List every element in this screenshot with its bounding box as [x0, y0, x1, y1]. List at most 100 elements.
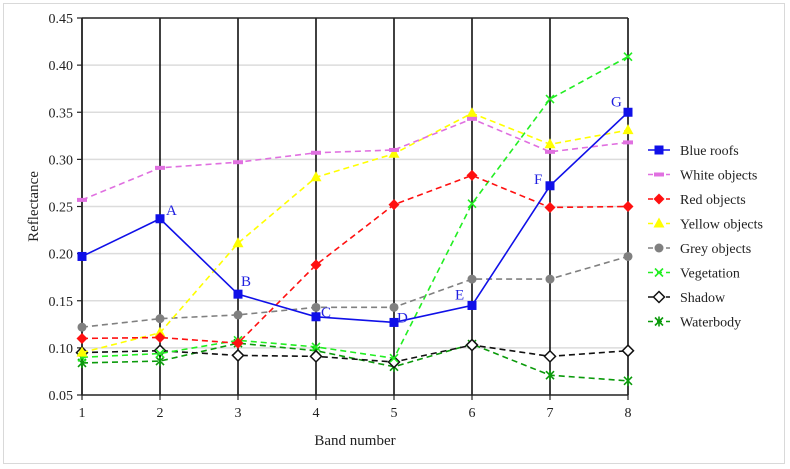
x-marker	[623, 52, 633, 62]
star-marker	[623, 375, 633, 386]
legend-item: Vegetation	[648, 267, 740, 282]
diamond-marker	[544, 201, 556, 213]
open-diamond-marker	[652, 290, 666, 304]
square-marker	[77, 251, 87, 261]
diamond-marker	[466, 169, 478, 181]
circle-marker	[233, 310, 243, 320]
x-axis-title: Band number	[314, 433, 395, 449]
legend-item: Blue roofs	[648, 144, 739, 159]
square-marker	[155, 214, 165, 224]
point-annotation: D	[397, 310, 408, 326]
triangle-marker	[76, 346, 88, 357]
x-marker	[654, 267, 664, 278]
legend-label: Shadow	[680, 291, 726, 306]
legend-item: Grey objects	[648, 242, 751, 257]
y-tick-label: 0.30	[49, 153, 74, 168]
point-annotation: A	[166, 203, 177, 219]
x-marker	[155, 348, 165, 359]
dash-marker	[311, 150, 321, 155]
legend-label: Grey objects	[680, 242, 751, 257]
square-marker	[233, 289, 243, 299]
circle-marker	[155, 314, 165, 324]
x-tick-label: 4	[313, 406, 320, 421]
series-line	[81, 174, 629, 344]
y-axis-title: Reflectance	[26, 171, 42, 242]
triangle-marker	[653, 217, 665, 228]
dash-marker	[77, 197, 87, 202]
x-tick-label: 2	[157, 406, 164, 421]
y-tick-label: 0.35	[49, 106, 74, 121]
star-marker	[654, 316, 664, 327]
legend-item: Red objects	[648, 193, 746, 208]
diamond-marker	[653, 193, 665, 205]
star-marker	[155, 356, 165, 367]
x-marker	[467, 199, 477, 209]
y-tick-label: 0.20	[49, 248, 74, 263]
open-diamond-marker	[309, 349, 323, 363]
series-yellow-objects	[76, 107, 634, 357]
series-line	[81, 342, 629, 382]
dash-marker	[545, 149, 555, 154]
legend-label: Waterbody	[680, 316, 741, 331]
legend-label: Blue roofs	[680, 144, 739, 159]
legend-item: Shadow	[648, 290, 726, 306]
point-annotation: C	[321, 305, 331, 321]
point-annotation: G	[611, 94, 622, 110]
open-diamond-marker	[387, 355, 401, 369]
y-tick-label: 0.45	[49, 12, 74, 27]
y-tick-label: 0.40	[49, 59, 74, 74]
legend-label: Red objects	[680, 193, 746, 208]
circle-marker	[467, 274, 477, 284]
dash-marker	[654, 172, 664, 177]
triangle-marker	[466, 107, 478, 118]
point-annotation: E	[455, 287, 464, 303]
square-marker	[311, 312, 321, 322]
series-line	[81, 117, 629, 201]
series-white-objects	[77, 116, 633, 202]
square-marker	[467, 300, 477, 310]
legend-item: Waterbody	[648, 316, 741, 331]
circle-marker	[389, 302, 399, 312]
diamond-marker	[76, 332, 88, 344]
diamond-marker	[622, 201, 634, 212]
x-marker	[311, 342, 321, 352]
y-tick-label: 0.25	[49, 201, 74, 216]
open-diamond-marker	[543, 349, 557, 363]
y-tick-label: 0.05	[49, 389, 74, 404]
triangle-marker	[388, 147, 400, 158]
x-tick-label: 7	[547, 406, 554, 421]
circle-marker	[545, 274, 555, 284]
x-marker	[389, 353, 399, 363]
diamond-marker	[310, 259, 322, 271]
diamond-marker	[154, 332, 166, 344]
open-diamond-marker	[231, 348, 245, 362]
triangle-marker	[544, 138, 556, 149]
circle-marker	[654, 243, 664, 253]
point-annotation: B	[241, 274, 251, 290]
legend-label: White objects	[680, 169, 757, 184]
point-annotation: F	[534, 172, 542, 188]
legend-item: White objects	[648, 169, 757, 184]
diamond-marker	[232, 337, 244, 349]
series-line	[81, 55, 629, 360]
x-tick-label: 3	[235, 406, 242, 421]
legend-item: Yellow objects	[648, 217, 763, 233]
x-tick-label: 8	[625, 406, 632, 421]
x-tick-label: 5	[391, 406, 398, 421]
circle-marker	[311, 302, 321, 312]
square-marker	[654, 145, 664, 155]
x-tick-label: 1	[79, 406, 86, 421]
dash-marker	[155, 165, 165, 170]
square-marker	[623, 107, 633, 117]
star-marker	[545, 370, 555, 381]
circle-marker	[77, 322, 87, 332]
triangle-marker	[154, 326, 166, 337]
legend-label: Yellow objects	[680, 218, 763, 233]
triangle-marker	[232, 237, 244, 248]
y-tick-label: 0.15	[49, 295, 74, 310]
dash-marker	[467, 116, 477, 121]
square-marker	[545, 181, 555, 191]
series-line	[81, 112, 629, 354]
legend-label: Vegetation	[680, 267, 740, 282]
